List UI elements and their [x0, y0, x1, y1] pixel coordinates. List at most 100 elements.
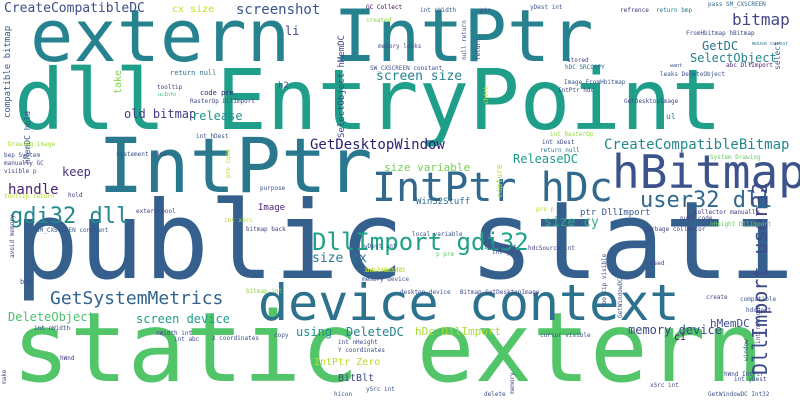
word-x-coordinates: X coordinates	[212, 335, 259, 342]
word-size-variable: size variable	[384, 161, 471, 174]
word-ydest-int: yDest int	[530, 4, 563, 11]
word-getdc: GetDC	[702, 39, 739, 53]
word-release: release	[192, 109, 243, 123]
word-static-extern: static extern	[12, 292, 764, 400]
word-int-ydest-3: int yDest	[734, 376, 767, 383]
word-tooltip: tooltip	[157, 84, 183, 91]
word-hdc-dllimport: hDc DllImport	[415, 325, 502, 338]
word-memory-device-small: memory device	[362, 276, 409, 283]
word-p-pre: p pre	[436, 251, 455, 258]
word-getdesktopimage: GetDesktopImage	[624, 98, 679, 105]
word-old-bitmap: old bitmap	[124, 107, 197, 121]
word-capture: capture	[495, 164, 504, 198]
word-make: make	[1, 369, 8, 384]
word-window: window	[743, 339, 750, 361]
word-cursor-visible: cursor visible	[540, 332, 591, 339]
word-hold: hold	[68, 192, 83, 199]
word-getwindowdc: GetWindowDC	[617, 278, 624, 318]
word-deleteobject: DeleteObject	[8, 310, 95, 324]
word-handle: handle	[8, 182, 59, 198]
word-used: used	[650, 260, 665, 267]
word-extern-intptr: extern IntPtr	[30, 0, 594, 78]
word-int-ydest-2: int yDest	[484, 244, 517, 251]
word-purpose: purpose	[260, 185, 286, 192]
word-hdc-srccopy: hDC SRCCOPY	[565, 64, 605, 71]
word-nwidth-int: nWidth int	[156, 330, 193, 337]
word-local-variable: local variable	[412, 231, 463, 238]
word-manually-gc: manually GC	[4, 160, 44, 167]
word-gdi32-dll: gdi32 dll	[10, 204, 130, 229]
word-int-ysrc: int ySrc	[492, 249, 521, 256]
word-desktop-device: desktop device	[400, 289, 451, 296]
word-getdesktopwindow: GetDesktopWindow	[310, 137, 445, 153]
word-compatible: compatible	[740, 296, 777, 303]
word-int-nwidth: int nWidth	[420, 7, 457, 14]
word-intptr: IntPtr	[98, 121, 373, 210]
word-int-nheight: int nHeight	[364, 267, 404, 274]
word-tooltip-return: tooltip return	[4, 193, 55, 200]
word-drawing-image: Drawing image	[8, 141, 55, 148]
word-select: select	[773, 41, 782, 70]
word-system-drawing: System Drawing	[710, 154, 761, 161]
word-return: return	[475, 38, 482, 60]
word-selectobject-hmemdc: SelectObject hMemDC	[337, 35, 347, 138]
word-selectobject: SelectObject	[690, 51, 777, 65]
word-memory-leaks: memory leaks	[378, 43, 422, 50]
word-public-static: public static	[14, 179, 800, 304]
word-statement-runs: statement runs	[116, 151, 167, 158]
word-int-nwidth-2: int nWidth	[34, 325, 71, 332]
word-pre-p: pre p	[536, 206, 555, 213]
word-compatible-bitmap: compatible bitmap	[3, 25, 13, 118]
word-screen-size: screen size	[376, 69, 463, 84]
word-int-nheight-2: int nHeight	[338, 339, 378, 346]
word-null-code: null code	[680, 215, 713, 222]
word-return-bmp: return bmp	[656, 7, 693, 14]
word-int-hdest: int hDest	[196, 133, 229, 140]
word-ul: ul	[666, 112, 676, 121]
word-hdcsource-int: hdcSource int	[528, 245, 575, 252]
word-return-null: return null	[170, 69, 217, 77]
word-memory: memory	[509, 372, 516, 394]
word-device-context: device context	[258, 274, 680, 332]
word-dll-entrypoint: dll EntryPoint	[14, 51, 723, 149]
word-screenshot: screenshot	[236, 2, 321, 18]
word-gc-collect: GC Collect	[366, 4, 403, 11]
word-null-return: null return	[461, 20, 468, 60]
word-int-xdest: int xDest	[542, 139, 575, 146]
word-created: created	[366, 17, 392, 24]
word-copy: copy	[274, 332, 289, 339]
word-pre-code: pre code	[225, 149, 232, 178]
word-ptr: ptr	[480, 7, 491, 14]
word-size-cx: size cx	[312, 251, 367, 266]
word-return-null-2: return null	[540, 147, 580, 154]
word-sm-cxscreen: SM_CXSCREEN constant	[36, 227, 109, 234]
word-tooltip-visible: tooltip visible	[601, 253, 608, 308]
word-delete: delete	[484, 391, 506, 398]
word-bep-system: bep System	[4, 152, 41, 159]
word-h2: h2	[278, 81, 289, 91]
word-ptr-dllimport: ptr DllImport	[580, 208, 651, 218]
word-image: Image	[258, 203, 286, 213]
word-want: want	[670, 63, 683, 69]
word-releasedc: ReleaseDC	[513, 152, 579, 166]
word-collector-manually: collector manually	[694, 209, 760, 216]
word-intptr-zero: IntPtr Zero	[314, 357, 381, 368]
word-mouse-cursor: mouse cursor	[752, 41, 789, 47]
word-bitmap: bitmap	[732, 10, 790, 29]
word-hmemdc: hMemDC	[710, 317, 750, 330]
word-win32stuff: Win32Stuff	[416, 197, 471, 207]
word-ucinfo: ucInfo	[158, 92, 177, 98]
word-int-xsrc: int xSrc	[224, 217, 253, 224]
word-ysrc-int: ySrc int	[366, 386, 395, 393]
word-screen-device: screen device	[136, 312, 230, 326]
word-take: take	[113, 69, 124, 94]
word-wdest-int: wDest int	[364, 243, 397, 250]
word-createcompatiblebitmap: CreateCompatibleBitmap	[604, 137, 790, 153]
word-getsystemmetrics: GetSystemMetrics	[50, 288, 224, 309]
word-code-pre: code pre	[200, 89, 234, 97]
word-createcompatibledc: CreateCompatibleDC	[4, 1, 145, 16]
word-intptr-hdc-small: IntPtr hdc	[558, 87, 595, 94]
word-y-coordinates: Y coordinates	[338, 347, 385, 354]
word-stored: stored	[567, 57, 589, 64]
word-sw-cxscreen: SW_CXSCREEN constant	[370, 65, 443, 72]
